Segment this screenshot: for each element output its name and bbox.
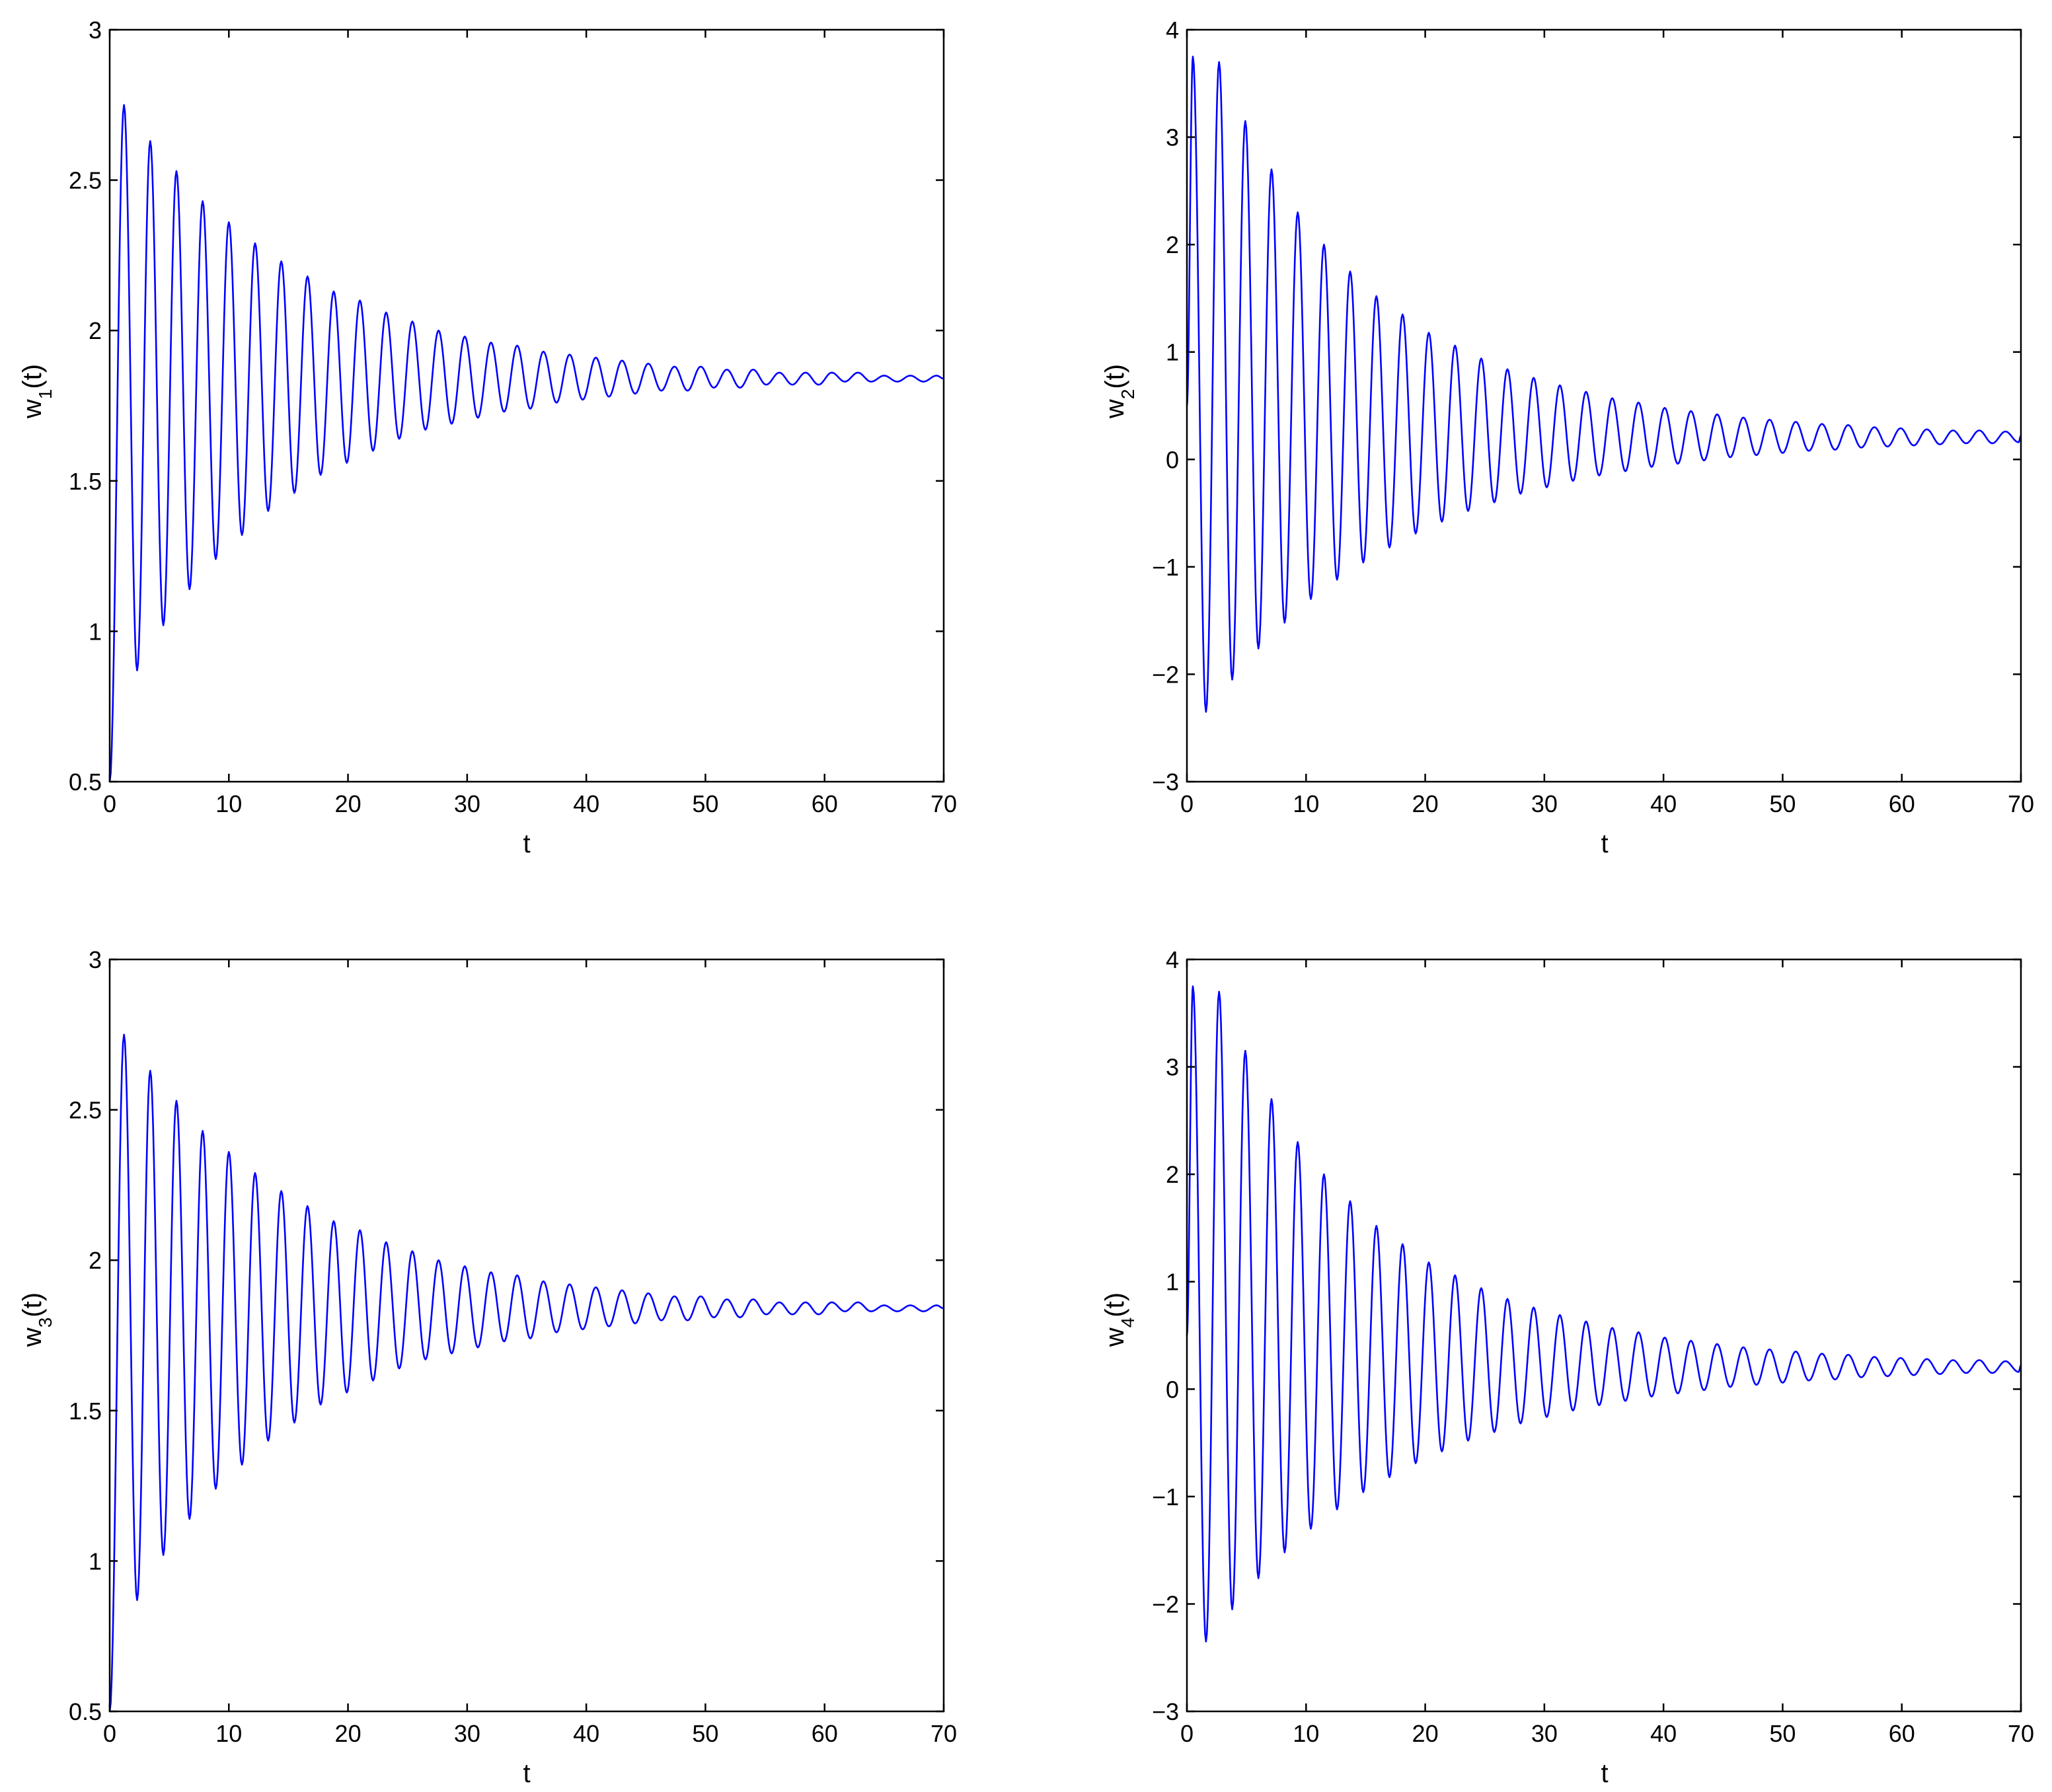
x-tick-label: 60 (812, 790, 838, 817)
axes-box (1186, 28, 2022, 783)
y-tick-label: 2.5 (69, 167, 102, 194)
x-tick-label: 30 (454, 790, 480, 817)
x-tick-label: 70 (931, 790, 957, 817)
y-axis-label: w3(t) (18, 1292, 56, 1347)
x-tick-label: 0 (1180, 790, 1194, 817)
y-tick-label: −2 (1152, 661, 1179, 688)
y-axis-label: w4(t) (1100, 1292, 1138, 1347)
axes-box (108, 958, 945, 1713)
y-tick-label: 2 (1166, 231, 1179, 258)
y-tick-label: 1 (89, 1548, 102, 1575)
y-tick-label: −3 (1152, 768, 1179, 796)
y-tick-label: −1 (1152, 554, 1179, 581)
x-tick-label: 70 (931, 1720, 957, 1747)
x-tick-label: 50 (692, 790, 718, 817)
x-tick-label: 0 (103, 790, 116, 817)
x-tick-label: 40 (573, 790, 599, 817)
y-tick-label: 0.5 (69, 1698, 102, 1725)
x-tick-label: 50 (692, 1720, 718, 1747)
y-tick-label: 1.5 (69, 1398, 102, 1425)
subplot-w1: w1(t) t 0 10 20 30 40 50 60 70 0.5 1 1.5 2 2.5 3 (18, 17, 957, 858)
x-tick-label: 20 (1412, 1720, 1439, 1747)
y-tick-label: 3 (89, 17, 102, 44)
y-tick-label: 1.5 (69, 468, 102, 495)
x-tick-label: 0 (1180, 1720, 1194, 1747)
y-tick-label: 0 (1166, 1376, 1179, 1403)
y-tick-label: 3 (89, 946, 102, 973)
series-line-1 (1186, 985, 2022, 1643)
y-tick-label: −2 (1152, 1590, 1179, 1618)
x-tick-label: 40 (1650, 790, 1677, 817)
x-tick-label: 20 (1412, 790, 1439, 817)
subplot-w4: w4(t) t 0 10 20 30 40 50 60 70 −3 −2 −1 0 1 2 3 4 (1100, 946, 2034, 1788)
y-tick-label: 0.5 (69, 768, 102, 796)
x-tick-label: 10 (1293, 1720, 1319, 1747)
x-tick-label: 50 (1769, 790, 1796, 817)
x-axis-label: t (523, 829, 530, 858)
x-axis-label: t (1601, 829, 1608, 858)
series-line-1 (1186, 56, 2022, 713)
y-tick-label: 3 (1166, 1054, 1179, 1081)
y-tick-label: 2 (89, 317, 102, 344)
x-tick-label: 40 (573, 1720, 599, 1747)
y-tick-label: 1 (1166, 1269, 1179, 1296)
x-tick-label: 30 (454, 1720, 480, 1747)
x-tick-label: 0 (103, 1720, 116, 1747)
y-axis-label: w2(t) (1100, 364, 1138, 419)
y-axis-label: w1(t) (18, 364, 56, 419)
x-tick-label: 70 (2008, 1720, 2034, 1747)
x-tick-label: 60 (1889, 1720, 1915, 1747)
y-tick-label: −1 (1152, 1483, 1179, 1511)
y-tick-label: 1 (89, 618, 102, 645)
x-tick-label: 10 (215, 790, 242, 817)
y-tick-label: 4 (1166, 17, 1179, 44)
x-tick-label: 70 (2008, 790, 2034, 817)
y-tick-label: −3 (1152, 1698, 1179, 1725)
subplot-w3: w3(t) t 0 10 20 30 40 50 60 70 0.5 1 1.5 2 2.5 3 (18, 946, 957, 1788)
x-tick-label: 20 (335, 790, 361, 817)
x-tick-label: 30 (1531, 790, 1558, 817)
x-tick-label: 60 (1889, 790, 1915, 817)
x-tick-label: 60 (812, 1720, 838, 1747)
x-tick-label: 50 (1769, 1720, 1796, 1747)
y-tick-label: 2.5 (69, 1097, 102, 1124)
y-tick-label: 3 (1166, 124, 1179, 151)
y-tick-label: 1 (1166, 339, 1179, 366)
y-tick-label: 2 (1166, 1161, 1179, 1188)
x-tick-label: 40 (1650, 1720, 1677, 1747)
series-line-1 (108, 104, 944, 782)
x-axis-label: t (523, 1759, 530, 1788)
x-tick-label: 20 (335, 1720, 361, 1747)
axes-box (108, 28, 945, 783)
x-tick-label: 30 (1531, 1720, 1558, 1747)
subplot-w2: w2(t) t 0 10 20 30 40 50 60 70 −3 −2 −1 0 1 2 3 4 (1100, 17, 2034, 858)
series-line-1 (108, 1033, 944, 1712)
x-tick-label: 10 (1293, 790, 1319, 817)
y-tick-label: 4 (1166, 946, 1179, 973)
y-tick-label: 2 (89, 1247, 102, 1274)
axes-box (1186, 958, 2022, 1713)
x-axis-label: t (1601, 1759, 1608, 1788)
y-tick-label: 0 (1166, 446, 1179, 473)
x-tick-label: 10 (215, 1720, 242, 1747)
